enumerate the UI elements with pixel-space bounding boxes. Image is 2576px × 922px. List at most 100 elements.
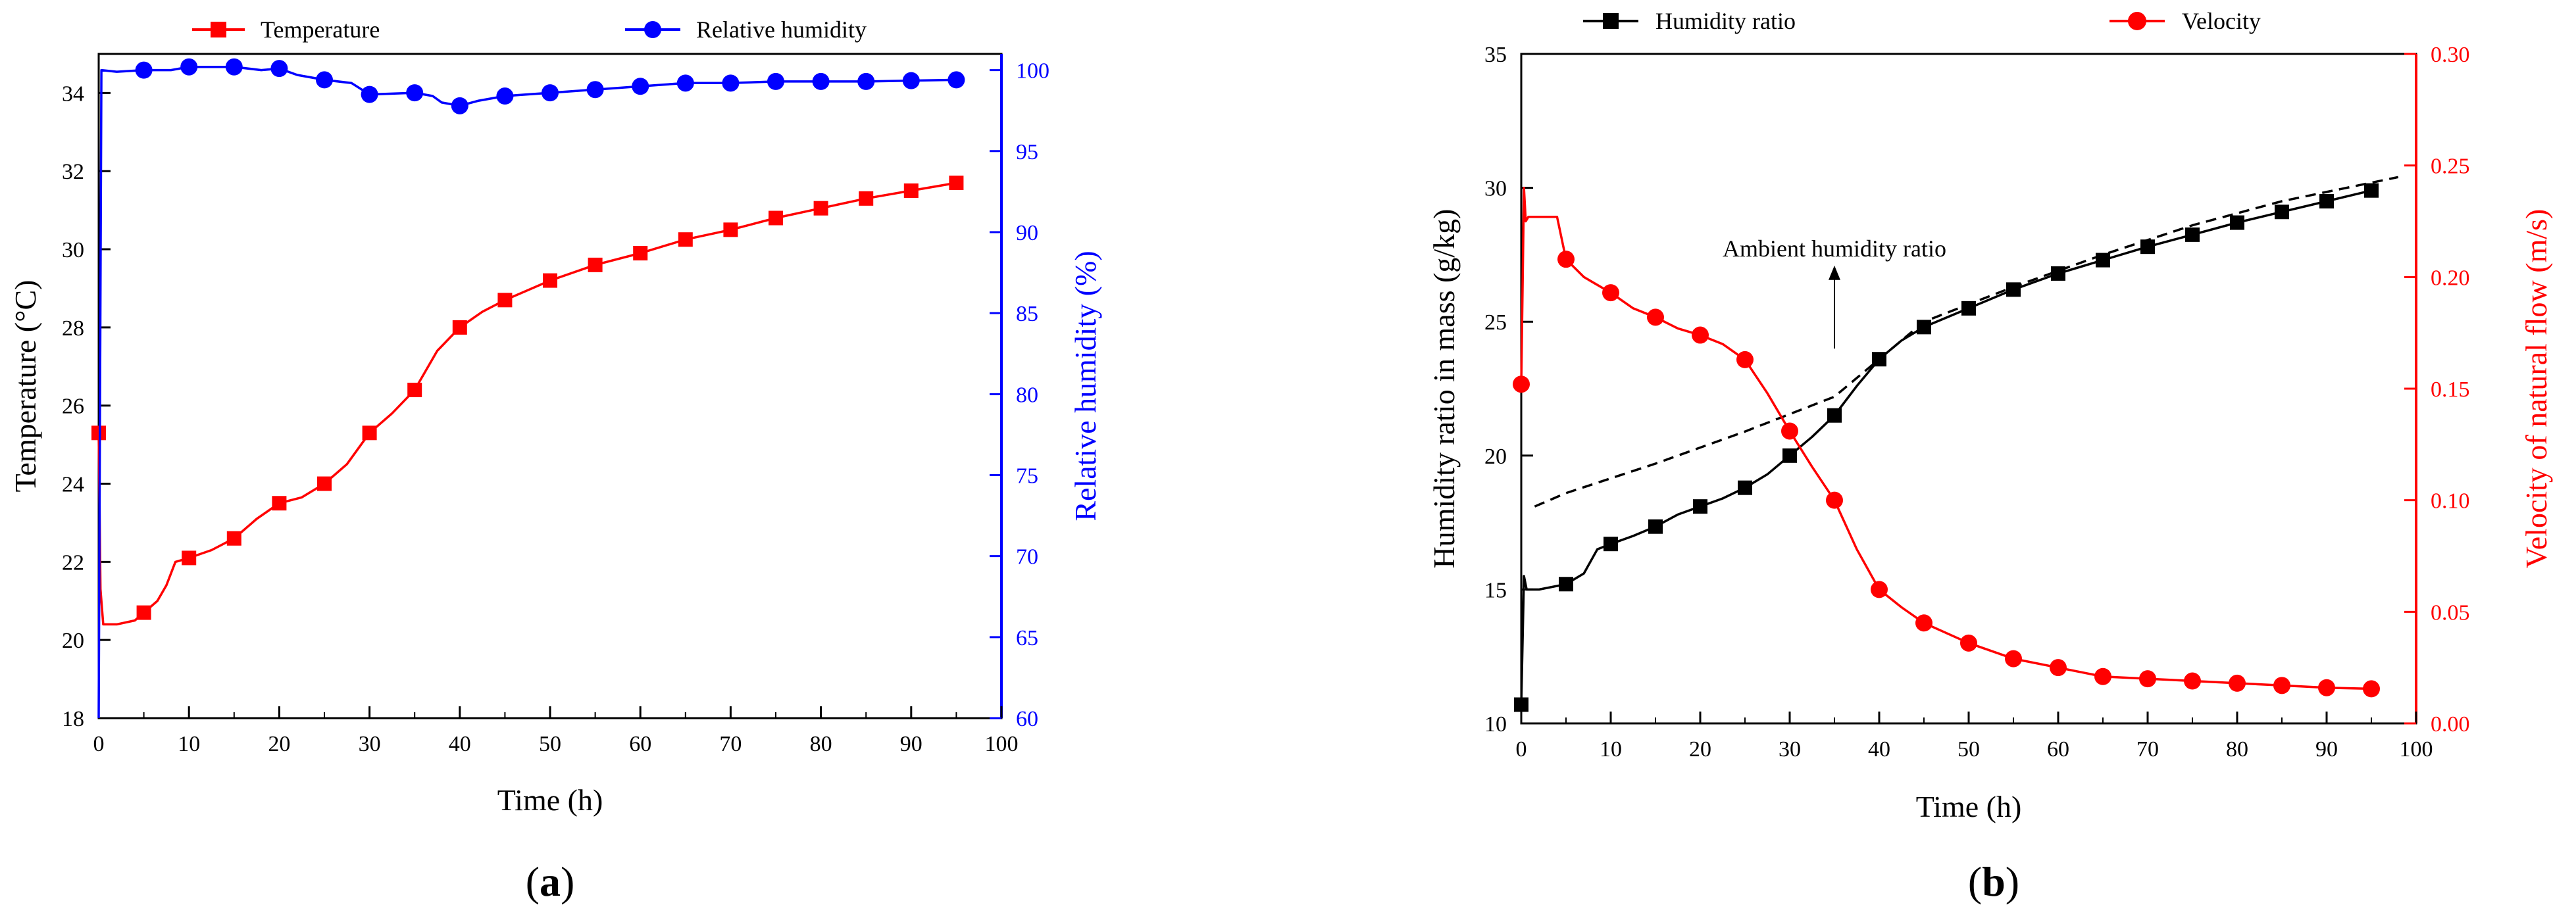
panel-letter-a: a	[540, 858, 561, 905]
data-point-temperature	[226, 531, 241, 546]
data-point-humidity-ratio	[2185, 227, 2200, 242]
x-axis-title: Time (h)	[1916, 790, 2022, 823]
x-tick-label: 70	[719, 732, 742, 756]
legend-label-velocity: Velocity	[2182, 8, 2261, 34]
series-line-ambient-humidity-ratio	[1534, 176, 2399, 508]
left-tick-label: 15	[1484, 578, 1507, 602]
right-tick-label: 80	[1016, 383, 1038, 407]
right-tick-label: 85	[1016, 302, 1038, 326]
data-point-velocity	[2139, 670, 2156, 688]
panel-label-a: (a)	[526, 858, 575, 905]
data-point-velocity	[1557, 251, 1575, 268]
data-point-temperature	[497, 293, 513, 308]
right-tick-label: 100	[1016, 59, 1049, 84]
data-point-temperature	[452, 320, 467, 335]
x-axis-ticks: 0 10 20 30 40 50 60 70 80 90 100	[1516, 712, 2433, 762]
legend-marker-velocity	[2128, 12, 2146, 30]
right-tick-label: 60	[1016, 707, 1038, 731]
x-tick-label: 90	[900, 732, 922, 756]
annotation: Ambient humidity ratio	[1723, 235, 1946, 349]
x-tick-label: 10	[1600, 737, 1622, 762]
right-tick-label: 0.25	[2431, 155, 2470, 179]
data-point-velocity	[1602, 284, 1619, 302]
x-tick-label: 20	[1689, 737, 1711, 762]
plot-frame	[1520, 53, 2417, 725]
series-line-humidity-ratio	[1520, 189, 2372, 705]
data-point-velocity	[1960, 634, 1977, 652]
right-axis-ticks: 0.00 0.05 0.10 0.15 0.20 0.25 0.30	[2404, 43, 2470, 737]
data-point-humidity-ratio	[1648, 519, 1663, 534]
right-tick-label: 0.05	[2431, 600, 2470, 625]
data-point-relative-humidity	[586, 81, 604, 99]
data-point-relative-humidity	[767, 72, 784, 90]
data-point-relative-humidity	[542, 84, 559, 102]
panel-a: 0 10 20 30 40 50 60 70 80 90 100 18 20 22 24 26 28 30 32 3…	[9, 16, 1102, 905]
annotation-arrowhead	[1829, 265, 1840, 280]
x-tick-label: 100	[2400, 737, 2433, 762]
right-tick-label: 70	[1016, 545, 1038, 570]
x-tick-label: 40	[449, 732, 471, 756]
data-point-temperature	[136, 605, 151, 620]
data-point-temperature	[543, 273, 557, 288]
right-tick-label: 95	[1016, 140, 1038, 164]
x-axis-title: Time (h)	[497, 783, 603, 817]
plot-frame	[97, 53, 1003, 719]
data-point-velocity	[2005, 650, 2022, 667]
legend: Temperature Relative humidity	[192, 16, 867, 43]
data-point-humidity-ratio	[2319, 193, 2334, 208]
data-point-relative-humidity	[270, 60, 288, 78]
x-tick-label: 40	[1868, 737, 1890, 762]
legend-marker-temperature	[211, 22, 226, 37]
x-tick-label: 0	[1516, 737, 1527, 762]
series-line-temperature	[97, 182, 957, 626]
left-tick-label: 28	[62, 316, 84, 341]
data-point-humidity-ratio	[2275, 205, 2289, 220]
left-tick-label: 22	[62, 550, 84, 575]
left-axis-title: Humidity ratio in mass (g/kg)	[1427, 209, 1461, 569]
data-point-humidity-ratio	[2140, 239, 2155, 255]
data-point-velocity	[2229, 674, 2246, 692]
data-point-temperature	[362, 425, 377, 441]
data-point-velocity	[2318, 679, 2335, 696]
data-point-temperature	[678, 232, 693, 247]
panel-b: 0 10 20 30 40 50 60 70 80 90 100 10 15 20 25 30 35 0.00…	[1427, 8, 2553, 905]
data-point-humidity-ratio	[1782, 448, 1797, 463]
x-tick-label: 10	[178, 732, 200, 756]
left-tick-label: 26	[62, 395, 84, 419]
left-axis-title: Temperature (°C)	[9, 280, 42, 493]
plot-area	[91, 58, 965, 719]
data-point-relative-humidity	[947, 71, 965, 89]
left-tick-label: 35	[1484, 43, 1507, 67]
left-tick-label: 30	[62, 238, 84, 262]
panel-label-b: (b)	[1968, 858, 2019, 905]
data-point-temperature	[272, 496, 287, 511]
left-tick-label: 30	[1484, 177, 1507, 201]
data-point-relative-humidity	[632, 78, 649, 95]
data-point-relative-humidity	[676, 74, 694, 92]
data-point-relative-humidity	[406, 84, 424, 102]
data-point-temperature	[182, 550, 197, 566]
data-point-temperature	[633, 246, 648, 260]
right-axis-ticks: 60 65 70 75 80 85 90 95 100	[990, 59, 1049, 731]
data-point-velocity	[1871, 581, 1888, 598]
data-point-velocity	[2050, 659, 2067, 677]
data-point-velocity	[1736, 351, 1754, 368]
data-point-velocity	[1781, 422, 1798, 440]
right-tick-label: 0.10	[2431, 489, 2470, 514]
data-point-temperature	[949, 176, 964, 191]
data-point-relative-humidity	[902, 72, 920, 89]
right-tick-label: 65	[1016, 626, 1038, 650]
data-point-humidity-ratio	[1693, 499, 1707, 514]
x-tick-label: 50	[1957, 737, 1980, 762]
data-point-temperature	[317, 476, 332, 491]
left-tick-label: 20	[62, 629, 84, 653]
left-tick-label: 34	[62, 82, 84, 106]
left-tick-label: 18	[62, 707, 84, 731]
data-point-temperature	[588, 257, 603, 272]
data-point-relative-humidity	[180, 58, 198, 76]
data-point-velocity	[2184, 672, 2201, 690]
data-point-relative-humidity	[722, 74, 740, 92]
data-point-relative-humidity	[361, 85, 378, 103]
data-point-humidity-ratio	[2230, 215, 2244, 230]
